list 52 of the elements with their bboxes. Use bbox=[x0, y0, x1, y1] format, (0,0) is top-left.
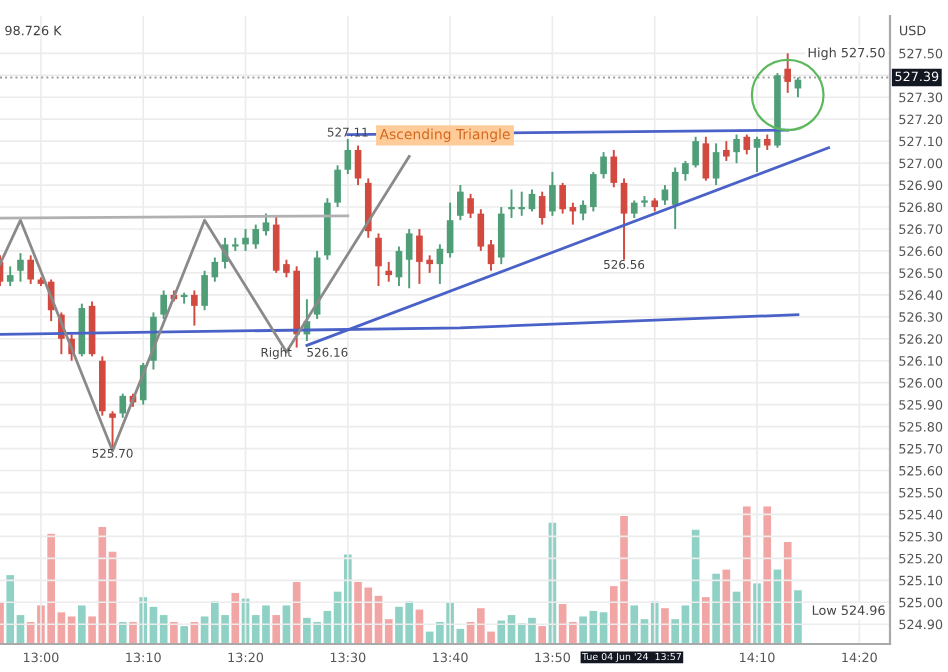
candlestick bbox=[262, 212, 270, 237]
candlestick bbox=[784, 52, 792, 94]
candlestick bbox=[590, 170, 597, 213]
candlestick bbox=[620, 177, 628, 261]
candlestick bbox=[702, 135, 710, 182]
candlestick bbox=[457, 184, 464, 222]
bar bbox=[702, 597, 710, 644]
candlestick bbox=[27, 254, 35, 285]
candlestick bbox=[487, 239, 495, 272]
candlestick bbox=[375, 232, 382, 288]
candlestick bbox=[600, 151, 607, 180]
candlestick bbox=[191, 289, 198, 327]
candlestick bbox=[446, 201, 454, 259]
candlestick bbox=[119, 392, 127, 419]
candlestick bbox=[477, 208, 485, 252]
candlestick bbox=[538, 190, 546, 226]
bar bbox=[538, 626, 547, 644]
candlestick bbox=[497, 206, 505, 266]
bar bbox=[742, 506, 751, 644]
bar bbox=[231, 593, 240, 644]
bar bbox=[118, 621, 127, 644]
candlestick bbox=[334, 164, 341, 208]
candlestick bbox=[723, 140, 730, 162]
candlestick bbox=[17, 252, 24, 283]
candlestick bbox=[344, 138, 352, 176]
bar bbox=[794, 590, 802, 644]
bar bbox=[722, 569, 731, 644]
candlestick bbox=[753, 135, 761, 173]
candlestick bbox=[109, 410, 116, 450]
bar bbox=[661, 608, 669, 644]
candlestick bbox=[201, 269, 208, 312]
bar bbox=[783, 542, 792, 644]
bar bbox=[712, 573, 720, 644]
candlestick bbox=[733, 133, 740, 165]
bar bbox=[78, 605, 86, 644]
bar bbox=[763, 506, 772, 644]
candlestick bbox=[559, 181, 566, 215]
candlestick bbox=[661, 184, 669, 206]
candlestick bbox=[549, 170, 556, 217]
bar bbox=[292, 582, 301, 644]
candlestick bbox=[385, 260, 393, 283]
candlestick bbox=[743, 133, 751, 156]
bar bbox=[129, 621, 137, 644]
candlestick bbox=[579, 199, 587, 222]
bar bbox=[180, 626, 188, 644]
candlestick bbox=[6, 265, 14, 288]
bar bbox=[170, 621, 178, 644]
bar bbox=[272, 615, 281, 644]
candlestick bbox=[467, 192, 474, 219]
candlestick bbox=[160, 289, 167, 320]
candlestick bbox=[610, 148, 618, 189]
candlestick bbox=[405, 228, 413, 290]
